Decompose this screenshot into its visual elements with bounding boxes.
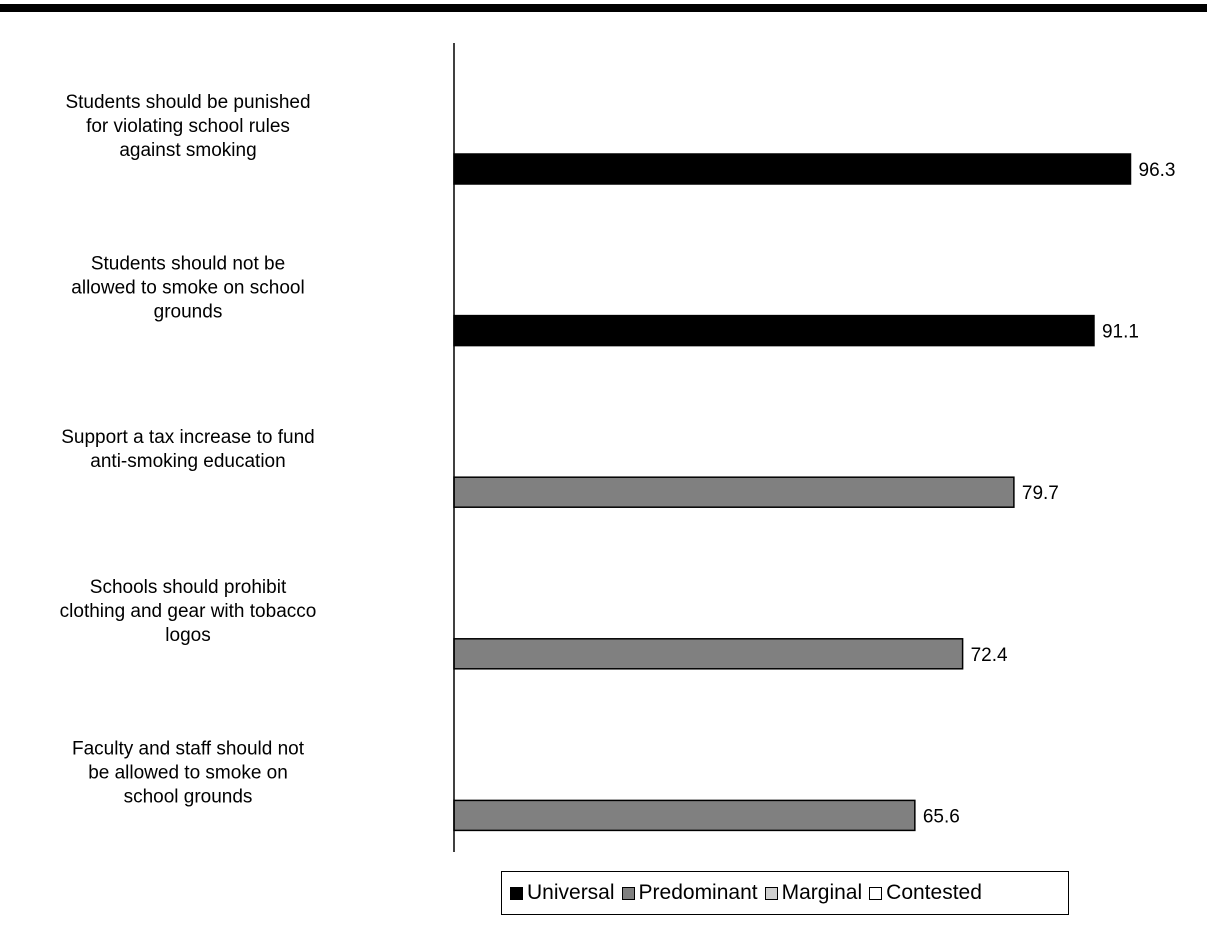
value-label-2: 91.1	[1102, 322, 1139, 343]
category-label-4: Schools should prohibit clothing and gear…	[60, 577, 317, 646]
legend-label: Contested	[886, 881, 982, 904]
category-label-line: Students should not be	[91, 254, 285, 275]
legend-label: Universal	[527, 881, 615, 904]
category-label-2: Students should not be allowed to smoke o…	[71, 254, 304, 323]
bar-5	[453, 799, 916, 832]
bar-3	[453, 476, 1015, 508]
legend-item-marginal: Marginal	[764, 881, 863, 905]
category-label-line: logos	[165, 625, 210, 646]
bar-2	[453, 314, 1095, 347]
legend-label: Predominant	[638, 881, 758, 904]
legend-swatch	[621, 886, 635, 900]
legend-item-contested: Contested	[869, 881, 982, 905]
legend-swatch	[869, 886, 883, 900]
category-label-line: be allowed to smoke on	[88, 762, 288, 783]
value-label-4: 72.4	[971, 645, 1008, 666]
category-label-line: anti-smoking education	[90, 451, 285, 472]
category-label-line: for violating school rules	[86, 116, 290, 137]
category-label-5: Faculty and staff should not be allowed t…	[72, 738, 305, 807]
bar-1	[453, 153, 1132, 185]
legend-item-universal: Universal	[510, 881, 615, 905]
category-label-line: school grounds	[124, 786, 253, 807]
legend-label: Marginal	[781, 881, 863, 904]
top-rule	[0, 4, 1207, 12]
category-label-line: Schools should prohibit	[90, 577, 287, 598]
category-label-line: grounds	[154, 302, 223, 323]
value-label-5: 65.6	[923, 806, 960, 827]
category-label-line: against smoking	[119, 140, 256, 161]
legend: Universal Predominant Marginal Contested	[501, 871, 1069, 915]
category-label-3: Support a tax increase to fund anti-smoki…	[61, 427, 315, 472]
value-label-3: 79.7	[1022, 483, 1059, 504]
legend-swatch	[764, 886, 778, 900]
category-label-line: Students should be punished	[65, 92, 310, 113]
bar-4	[453, 638, 964, 670]
category-label-line: Support a tax increase to fund	[61, 427, 315, 448]
value-label-1: 96.3	[1139, 160, 1176, 181]
legend-item-predominant: Predominant	[621, 881, 758, 905]
category-label-line: Faculty and staff should not	[72, 738, 305, 759]
legend-swatch	[510, 886, 523, 900]
category-label-1: Students should be punished for violating…	[65, 92, 310, 161]
category-label-line: allowed to smoke on school	[71, 278, 304, 299]
category-label-line: clothing and gear with tobacco	[60, 601, 317, 622]
